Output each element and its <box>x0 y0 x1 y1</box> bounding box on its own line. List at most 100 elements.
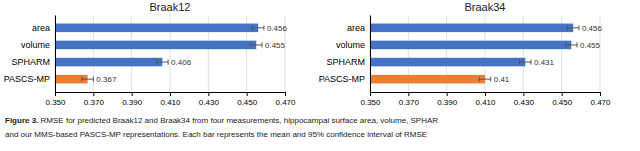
axis-line <box>370 16 371 93</box>
x-tick: 0.370 <box>84 92 105 107</box>
x-axis: 0.350 0.370 0.390 0.410 0.430 0.450 0.470 <box>360 92 611 107</box>
tick-mark <box>132 92 133 96</box>
tick-label: 0.370 <box>84 98 105 107</box>
tick-label: PASCS-MP <box>319 74 365 84</box>
axis-line <box>371 93 601 97</box>
tick-mark <box>600 92 601 96</box>
tick-mark <box>208 92 209 96</box>
error-bar-part <box>252 27 264 28</box>
x-tick: 0.470 <box>590 92 611 107</box>
error-bar-part <box>479 77 480 82</box>
error-bar <box>157 60 169 65</box>
x-tick: 0.410 <box>475 92 496 107</box>
y-tick: volume <box>21 40 55 50</box>
tick-mark <box>247 92 248 96</box>
tick-mark <box>285 92 286 96</box>
error-bar-part <box>252 25 253 30</box>
y-tick: SPHARM <box>326 57 370 67</box>
tick-label: SPHARM <box>326 57 365 67</box>
bar <box>370 58 525 67</box>
error-bar-part <box>479 79 491 80</box>
error-bar-part <box>251 44 263 45</box>
tick-label: SPHARM <box>11 57 50 67</box>
tick-mark <box>562 92 563 96</box>
x-axis: 0.3500.3700.3900.4100.4300.4500.470 <box>45 92 296 107</box>
axis-line <box>55 16 56 93</box>
y-tick: PASCS-MP <box>319 74 370 84</box>
tick-label: volume <box>336 40 365 50</box>
caption-text: RMSE for predicted Braak12 and Braak34 f… <box>38 116 438 125</box>
error-bar-part <box>520 62 532 63</box>
error-bar <box>251 42 263 47</box>
bar <box>55 58 162 67</box>
tick-mark <box>170 92 171 96</box>
y-axis: area volume SPHARM PASCS-MP <box>4 16 56 93</box>
grid-line <box>55 15 56 92</box>
data-label: 0.431 <box>534 58 555 67</box>
tick-mark <box>408 92 409 96</box>
bar <box>370 41 571 50</box>
error-bar-part <box>531 60 532 65</box>
error-bar <box>252 25 264 30</box>
grid <box>370 15 600 92</box>
error-bar-part <box>566 44 578 45</box>
tick-label: 0.430 <box>514 98 535 107</box>
data-label: 0.456 <box>582 24 603 33</box>
error-bar-part <box>157 62 169 63</box>
error-bar-part <box>82 79 93 80</box>
panel: 0.4560.4550.4310.410.3500.3700.3900.4100… <box>319 1 611 107</box>
x-tick: 0.370 <box>399 92 420 107</box>
tick-label: 0.350 <box>45 98 66 107</box>
error-bar-part <box>81 77 82 82</box>
data-label: 0.455 <box>580 41 601 50</box>
data-label: 0.41 <box>494 75 510 84</box>
tick-mark <box>447 92 448 96</box>
y-tick: PASCS-MP <box>4 74 55 84</box>
y-axis: area volume SPHARM PASCS-MP <box>319 16 371 93</box>
tick-label: 0.410 <box>475 98 496 107</box>
bar <box>370 24 573 33</box>
tick-label: PASCS-MP <box>4 74 50 84</box>
x-tick: 0.350 <box>45 92 66 107</box>
error-bar <box>567 25 579 30</box>
bar <box>370 75 485 84</box>
title: Braak34 <box>465 1 506 13</box>
y-tick: area <box>32 23 55 33</box>
tick-mark <box>485 92 486 96</box>
tick-mark <box>523 92 524 96</box>
caption-text: and our MMS-based PASCS-MP representatio… <box>5 130 427 139</box>
tick-label: area <box>32 23 50 33</box>
caption-bold: Figure 3. <box>5 116 38 125</box>
tick-label: 0.450 <box>237 98 258 107</box>
axis-line <box>56 93 286 97</box>
data-label: 0.406 <box>171 58 192 67</box>
error-bar-part <box>156 60 157 65</box>
error-bar-part <box>567 27 579 28</box>
y-tick: SPHARM <box>11 57 55 67</box>
bar <box>55 24 258 33</box>
y-tick: volume <box>336 40 370 50</box>
marks <box>55 24 264 84</box>
error-bar <box>520 60 532 65</box>
tick-label: 0.370 <box>399 98 420 107</box>
title: Braak12 <box>150 1 191 13</box>
error-bar-part <box>93 77 94 82</box>
error-bar <box>82 77 93 82</box>
x-tick: 0.430 <box>514 92 535 107</box>
error-bar-part <box>519 60 520 65</box>
tick-label: 0.350 <box>360 98 381 107</box>
tick-mark <box>93 92 94 96</box>
chart-root: 0.4560.4550.4060.3670.3500.3700.3900.410… <box>0 0 640 151</box>
error-bar-part <box>490 77 491 82</box>
panel: 0.4560.4550.4060.3670.3500.3700.3900.410… <box>4 1 296 107</box>
data-label: 0.367 <box>96 75 117 84</box>
error-bar <box>566 42 578 47</box>
grid-line <box>370 15 371 92</box>
tick-label: 0.410 <box>160 98 181 107</box>
caption: Figure 3. RMSE for predicted Braak12 and… <box>5 116 438 125</box>
error-bar-part <box>263 25 264 30</box>
x-tick: 0.390 <box>437 92 458 107</box>
tick-label: area <box>347 23 365 33</box>
x-tick: 0.410 <box>160 92 181 107</box>
tick-label: 0.450 <box>552 98 573 107</box>
